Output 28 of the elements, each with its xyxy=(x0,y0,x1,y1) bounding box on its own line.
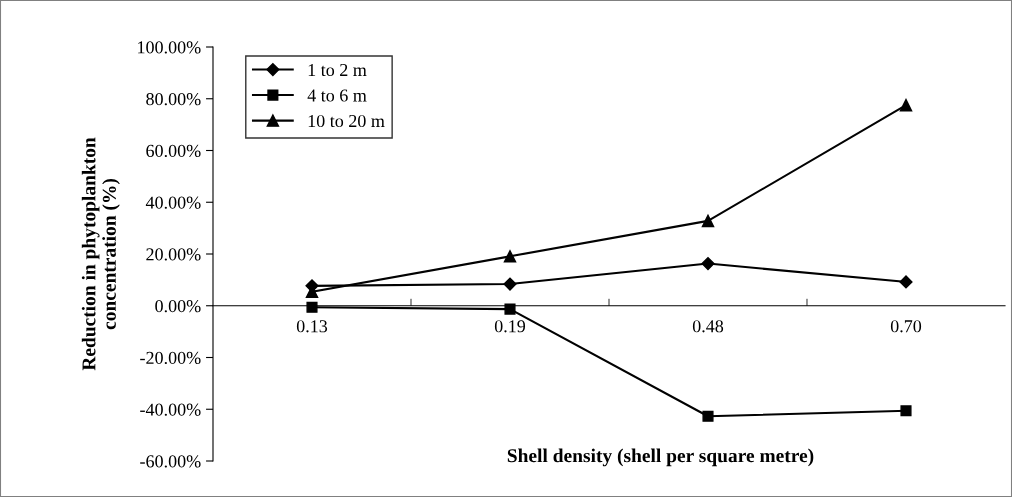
y-tick-label: -40.00% xyxy=(140,403,201,416)
point xyxy=(701,214,715,228)
point xyxy=(306,301,318,313)
y-tick-label: -60.00% xyxy=(140,455,201,468)
point xyxy=(701,256,715,271)
x-tick-label: 0.48 xyxy=(692,320,724,333)
point xyxy=(702,410,714,422)
legend-label: 1 to 2 m xyxy=(308,63,367,77)
y-tick-label: 80.00% xyxy=(146,93,201,106)
point xyxy=(503,277,517,291)
x-tick-label: 0.13 xyxy=(296,320,328,333)
y-tick-label: 0.00% xyxy=(155,300,201,313)
y-tick-label: -20.00% xyxy=(140,351,201,365)
x-tick-label: 0.19 xyxy=(494,320,526,333)
point xyxy=(503,250,517,263)
x-axis-title: Shell density (shell per square metre) xyxy=(507,448,814,467)
y-tick-label: 100.00% xyxy=(138,41,201,54)
legend-label: 4 to 6 m xyxy=(307,89,367,102)
legend-label: 10 to 20 m xyxy=(308,114,385,128)
point xyxy=(504,303,516,315)
y-axis-title: Reduction in phytoplankton concentration (%) xyxy=(81,137,120,371)
point xyxy=(899,98,913,112)
point xyxy=(900,405,912,417)
y-tick-label: 40.00% xyxy=(145,196,201,209)
y-tick-label: 60.00% xyxy=(146,144,201,158)
y-tick-label: 20.00% xyxy=(146,248,201,261)
x-tick-label: 0.70 xyxy=(890,320,922,333)
point xyxy=(899,275,913,289)
